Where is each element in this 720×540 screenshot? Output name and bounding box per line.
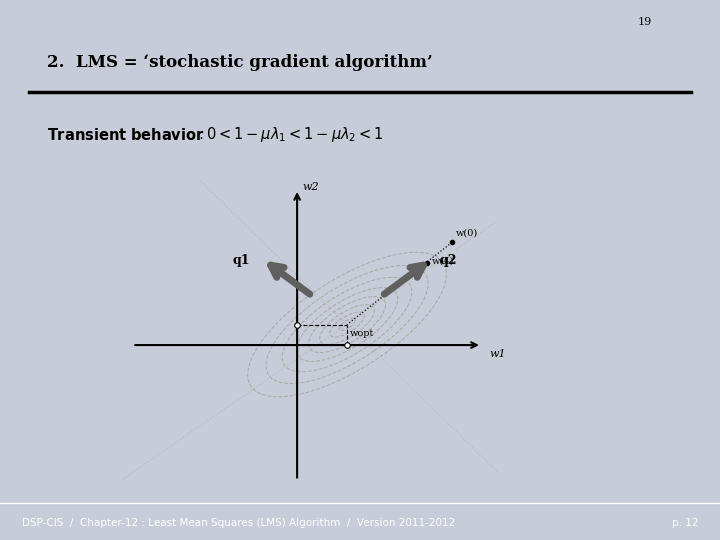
Text: 19: 19 <box>637 17 652 28</box>
Text: p. 12: p. 12 <box>672 518 698 528</box>
Text: w(0): w(0) <box>456 228 478 238</box>
Text: w(4): w(4) <box>432 256 454 266</box>
Text: $\mathbf{Transient\ behavior}$: $\mathbf{Transient\ behavior}$ <box>47 127 204 143</box>
Text: q1: q1 <box>232 254 250 267</box>
Text: w1: w1 <box>490 349 506 359</box>
Text: $: 0 < 1-\mu\lambda_1 < 1-\mu\lambda_2 < 1$: $: 0 < 1-\mu\lambda_1 < 1-\mu\lambda_2 <… <box>47 125 384 144</box>
Text: w2: w2 <box>302 182 319 192</box>
Text: DSP-CIS  /  Chapter-12 : Least Mean Squares (LMS) Algorithm  /  Version 2011-201: DSP-CIS / Chapter-12 : Least Mean Square… <box>22 518 455 528</box>
Text: wopt: wopt <box>349 329 374 338</box>
Text: q2: q2 <box>439 254 457 267</box>
Text: 2.  LMS = ‘stochastic gradient algorithm’: 2. LMS = ‘stochastic gradient algorithm’ <box>47 54 433 71</box>
